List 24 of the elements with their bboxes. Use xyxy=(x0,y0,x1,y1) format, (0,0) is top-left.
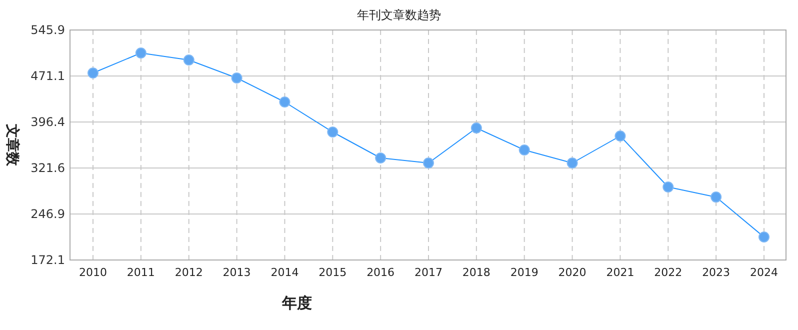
y-tick-label: 246.9 xyxy=(30,206,65,221)
y-axis-title: 文章数 xyxy=(4,123,21,167)
y-tick-label: 172.1 xyxy=(30,253,65,267)
x-tick-label: 2018 xyxy=(462,266,490,279)
x-tick-label: 2021 xyxy=(606,266,634,279)
y-tick-label: 396.4 xyxy=(30,114,65,129)
x-tick-label: 2024 xyxy=(750,266,778,279)
x-tick-label: 2010 xyxy=(79,266,107,279)
x-axis-title: 年度 xyxy=(281,294,312,312)
x-tick-label: 2020 xyxy=(558,266,586,279)
y-tick-label: 545.9 xyxy=(30,23,65,37)
y-tick-label: 471.1 xyxy=(30,69,65,84)
x-tick-label: 2016 xyxy=(366,266,395,279)
x-tick-label: 2014 xyxy=(270,266,299,279)
chart-title: 年刊文章数趋势 xyxy=(357,8,441,22)
x-tick-label: 2012 xyxy=(174,266,203,279)
x-tick-label: 2015 xyxy=(318,266,347,279)
x-tick-label: 2022 xyxy=(654,266,682,279)
x-tick-label: 2019 xyxy=(510,266,538,279)
x-tick-label: 2023 xyxy=(702,266,730,279)
y-tick-label: 321.6 xyxy=(30,161,65,176)
x-tick-label: 2013 xyxy=(222,266,251,279)
x-tick-label: 2011 xyxy=(126,266,155,279)
x-tick-label: 2017 xyxy=(414,266,442,279)
